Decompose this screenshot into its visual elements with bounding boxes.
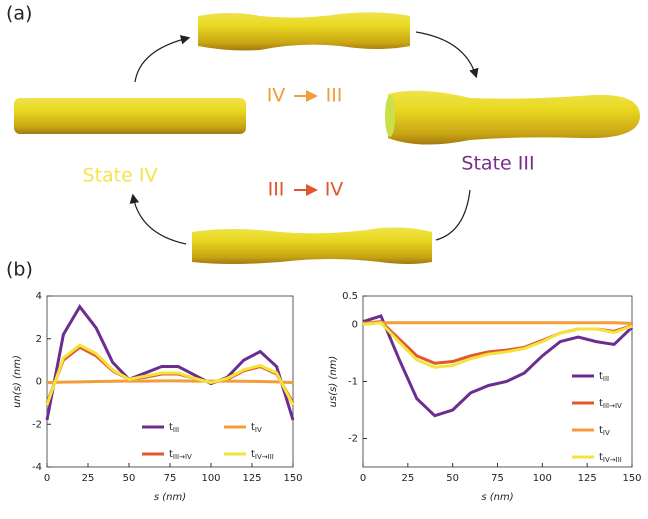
series-line (362, 321, 633, 369)
y-tick-label: -2 (32, 419, 42, 430)
x-tick-label: 125 (578, 473, 597, 484)
transition-from: IV (267, 85, 286, 107)
legend-label: tIII (599, 371, 609, 383)
panel-label: (b) (6, 259, 33, 281)
x-tick-label: 100 (201, 473, 220, 484)
y-tick-label: -1 (348, 377, 358, 388)
series-line (362, 314, 634, 418)
x-tick-label: 150 (283, 473, 302, 484)
x-axis-label: s (nm) (154, 492, 186, 503)
series-line (362, 321, 633, 325)
y-tick-label: -2 (348, 434, 358, 445)
series-line (46, 379, 294, 385)
legend-label: tIV (599, 425, 610, 437)
x-axis-label: s (nm) (481, 492, 513, 503)
x-tick-label: 75 (164, 473, 177, 484)
x-tick-label: 0 (360, 473, 366, 484)
legend-label: tIV→III (251, 449, 274, 461)
y-tick-label: 0.5 (342, 291, 358, 302)
legend-label: tIII→IV (599, 398, 622, 410)
x-tick-label: 75 (491, 473, 504, 484)
legend-label: tIII (169, 422, 179, 434)
legend-label: tIV (251, 422, 262, 434)
x-tick-label: 100 (533, 473, 552, 484)
panel-label: (a) (6, 3, 32, 25)
state-label: State IV (83, 165, 158, 187)
x-tick-label: 0 (44, 473, 50, 484)
series-line (45, 304, 295, 421)
x-tick-label: 125 (242, 473, 261, 484)
x-tick-label: 25 (401, 473, 414, 484)
transition-to: III (326, 85, 343, 107)
state-label: State III (461, 153, 534, 175)
y-tick-label: -4 (32, 462, 42, 473)
y-axis-label: un(s) (nm) (12, 355, 23, 408)
x-tick-label: 25 (82, 473, 95, 484)
series-line (45, 343, 295, 406)
x-tick-label: 50 (123, 473, 136, 484)
x-tick-label: 150 (622, 473, 641, 484)
y-tick-label: 0 (36, 377, 42, 388)
y-axis-label: us(s) (nm) (328, 356, 339, 408)
legend-label: tIII→IV (169, 449, 192, 461)
y-tick-label: 4 (36, 291, 42, 302)
transition-to: IV (325, 179, 344, 201)
legend-label: tIV→III (599, 452, 622, 464)
y-tick-label: 0 (352, 320, 358, 331)
tubes (14, 12, 640, 264)
series-line (45, 345, 295, 404)
x-tick-label: 50 (446, 473, 459, 484)
y-tick-label: 2 (36, 334, 42, 345)
cycle-arrows (129, 31, 479, 245)
transition-from: III (268, 179, 285, 201)
